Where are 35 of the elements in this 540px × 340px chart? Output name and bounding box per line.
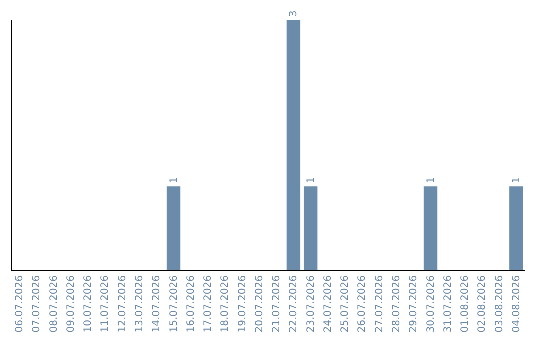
x-tick-label: 06.07.2026	[14, 276, 26, 333]
x-tick-label: 08.07.2026	[48, 276, 60, 333]
x-tick-label: 19.07.2026	[237, 276, 248, 333]
x-tick-label: 23.07.2026	[306, 276, 317, 333]
data-label: 1	[168, 177, 180, 184]
x-tick-label: 24.07.2026	[322, 276, 334, 333]
x-tick-label: 11.07.2026	[100, 276, 112, 333]
x-tick-label: 29.07.2026	[408, 276, 420, 333]
x-tick-label: 26.07.2026	[357, 276, 368, 333]
x-tick-label: 03.08.2026	[494, 276, 506, 333]
x-tick-label: 22.07.2026	[288, 276, 300, 333]
x-tick-label: 04.08.2026	[511, 276, 522, 333]
x-tick-label: 25.07.2026	[340, 276, 352, 333]
data-label: 1	[306, 177, 317, 184]
x-tick-label: 09.07.2026	[66, 276, 77, 333]
x-tick-label: 02.08.2026	[477, 276, 488, 333]
x-tick-label: 07.07.2026	[32, 276, 43, 333]
x-tick-label: 16.07.2026	[186, 276, 197, 333]
data-label: 1	[426, 177, 437, 184]
x-tick-label: 13.07.2026	[134, 276, 146, 333]
x-tick-label: 10.07.2026	[83, 276, 94, 333]
x-tick-label: 12.07.2026	[117, 276, 128, 333]
x-tick-label: 30.07.2026	[426, 276, 437, 333]
x-tick-label: 17.07.2026	[203, 276, 214, 333]
x-tick-label: 20.07.2026	[254, 276, 266, 333]
x-tick-label: 14.07.2026	[152, 276, 163, 333]
x-tick-label: 18.07.2026	[220, 276, 232, 333]
x-tick-label: 21.07.2026	[272, 276, 283, 333]
data-label: 3	[288, 10, 300, 17]
x-tick-label: 27.07.2026	[374, 276, 386, 333]
x-tick-label: 31.07.2026	[442, 276, 454, 333]
data-label: 1	[511, 177, 522, 184]
x-tick-label: 15.07.2026	[168, 276, 180, 333]
x-tick-label: 01.08.2026	[460, 276, 472, 333]
x-tick-label: 28.07.2026	[392, 276, 402, 333]
